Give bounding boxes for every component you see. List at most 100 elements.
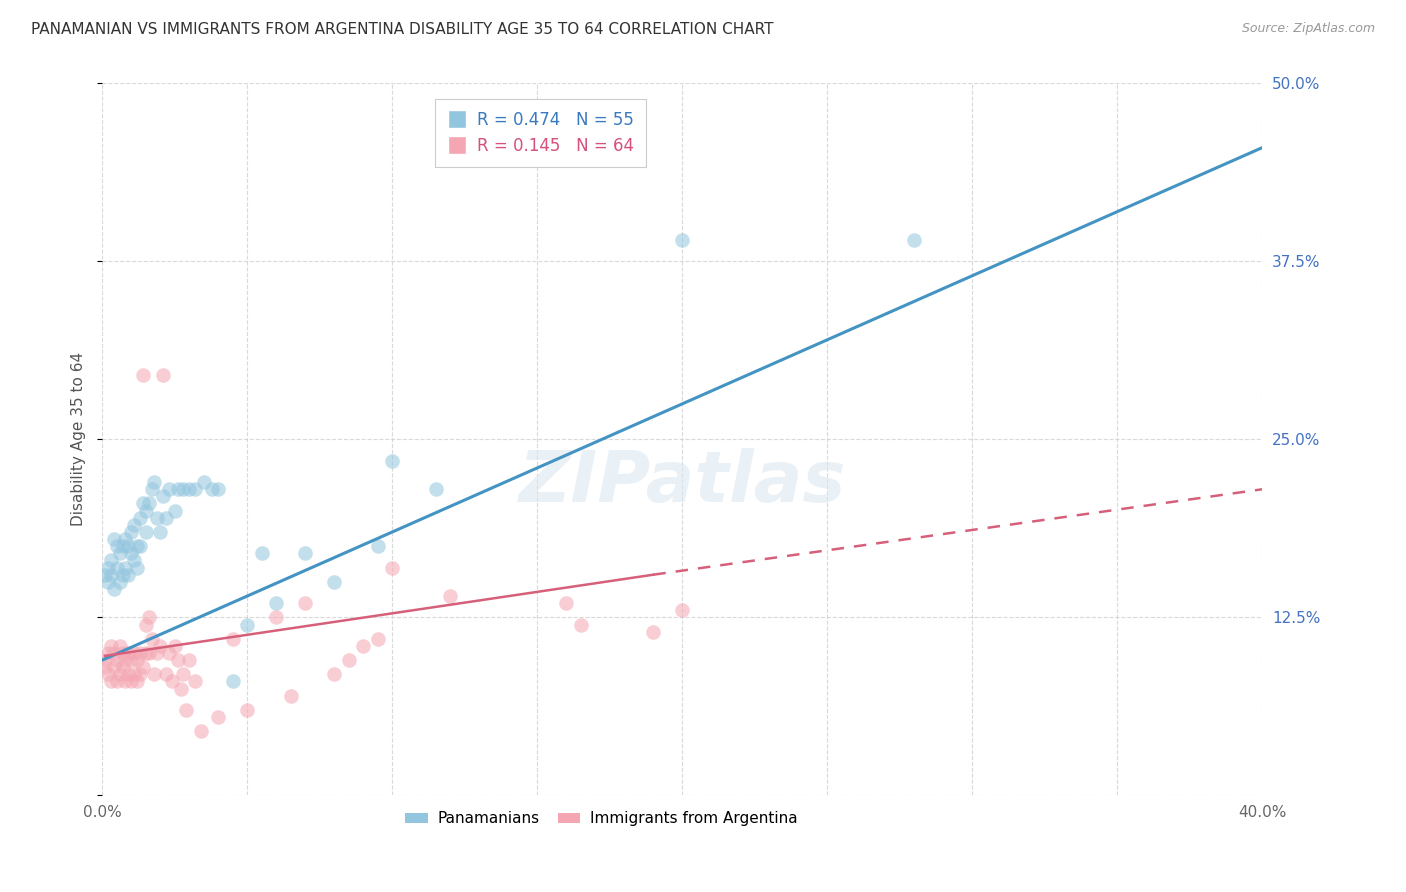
Legend: Panamanians, Immigrants from Argentina: Panamanians, Immigrants from Argentina xyxy=(398,804,804,834)
Point xyxy=(105,674,128,689)
Point xyxy=(169,681,191,696)
Point xyxy=(114,532,136,546)
Point xyxy=(129,539,152,553)
Point xyxy=(166,482,188,496)
Point xyxy=(132,660,155,674)
Text: Source: ZipAtlas.com: Source: ZipAtlas.com xyxy=(1241,22,1375,36)
Point xyxy=(155,667,177,681)
Point xyxy=(555,596,578,610)
Point xyxy=(236,617,259,632)
Point xyxy=(111,539,134,553)
Point xyxy=(105,653,128,667)
Point xyxy=(122,667,145,681)
Point xyxy=(172,667,194,681)
Point xyxy=(105,560,128,574)
Point xyxy=(193,475,215,490)
Point xyxy=(105,539,128,553)
Point xyxy=(129,667,152,681)
Text: ZIPatlas: ZIPatlas xyxy=(519,448,846,516)
Point xyxy=(264,596,287,610)
Point xyxy=(184,482,207,496)
Point xyxy=(111,567,134,582)
Point xyxy=(103,660,125,674)
Point xyxy=(138,646,160,660)
Point xyxy=(122,646,145,660)
Point xyxy=(166,653,188,667)
Point xyxy=(129,510,152,524)
Point xyxy=(152,368,174,383)
Point xyxy=(122,517,145,532)
Point xyxy=(108,546,131,560)
Point xyxy=(100,639,122,653)
Point xyxy=(425,482,447,496)
Point xyxy=(179,482,201,496)
Point xyxy=(103,582,125,596)
Point xyxy=(129,646,152,660)
Point xyxy=(94,567,117,582)
Point xyxy=(120,524,142,539)
Point xyxy=(132,368,155,383)
Point xyxy=(117,646,139,660)
Point xyxy=(367,539,389,553)
Point xyxy=(111,646,134,660)
Point xyxy=(157,646,180,660)
Point xyxy=(143,475,166,490)
Point xyxy=(135,646,157,660)
Point xyxy=(569,617,592,632)
Point xyxy=(125,560,148,574)
Point xyxy=(117,567,139,582)
Point xyxy=(381,454,404,468)
Point xyxy=(120,674,142,689)
Point xyxy=(143,667,166,681)
Point xyxy=(903,233,925,247)
Point xyxy=(141,482,163,496)
Point xyxy=(97,667,120,681)
Point xyxy=(207,710,229,724)
Point xyxy=(94,660,117,674)
Point xyxy=(280,689,302,703)
Point xyxy=(323,667,346,681)
Point xyxy=(179,653,201,667)
Point xyxy=(138,610,160,624)
Point xyxy=(201,482,224,496)
Point xyxy=(100,567,122,582)
Point xyxy=(294,546,316,560)
Point xyxy=(222,674,245,689)
Point xyxy=(264,610,287,624)
Point xyxy=(114,674,136,689)
Point xyxy=(135,503,157,517)
Point xyxy=(671,233,693,247)
Point xyxy=(132,496,155,510)
Point xyxy=(160,674,183,689)
Point xyxy=(294,596,316,610)
Point xyxy=(155,510,177,524)
Point xyxy=(439,589,461,603)
Point xyxy=(100,674,122,689)
Point xyxy=(111,660,134,674)
Point xyxy=(367,632,389,646)
Y-axis label: Disability Age 35 to 64: Disability Age 35 to 64 xyxy=(72,352,86,526)
Point xyxy=(236,703,259,717)
Point xyxy=(117,539,139,553)
Point xyxy=(146,510,169,524)
Point xyxy=(108,574,131,589)
Point xyxy=(120,653,142,667)
Point xyxy=(114,653,136,667)
Point xyxy=(671,603,693,617)
Point xyxy=(100,553,122,567)
Point xyxy=(135,617,157,632)
Point xyxy=(352,639,374,653)
Point xyxy=(172,482,194,496)
Point xyxy=(125,674,148,689)
Point xyxy=(207,482,229,496)
Point xyxy=(125,539,148,553)
Point xyxy=(103,532,125,546)
Point xyxy=(146,646,169,660)
Point xyxy=(122,553,145,567)
Point xyxy=(117,667,139,681)
Point xyxy=(120,546,142,560)
Point xyxy=(103,646,125,660)
Text: PANAMANIAN VS IMMIGRANTS FROM ARGENTINA DISABILITY AGE 35 TO 64 CORRELATION CHAR: PANAMANIAN VS IMMIGRANTS FROM ARGENTINA … xyxy=(31,22,773,37)
Point xyxy=(97,574,120,589)
Point xyxy=(163,639,186,653)
